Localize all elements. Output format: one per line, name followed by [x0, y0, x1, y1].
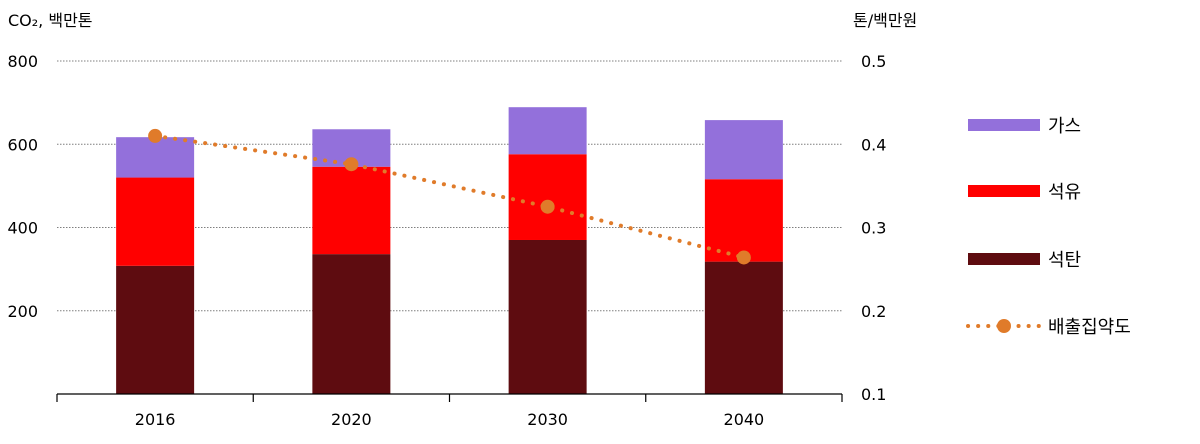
- y-left-tick-label: 800: [7, 52, 38, 71]
- bar-segment: [116, 177, 195, 266]
- legend-swatch: [968, 253, 1040, 265]
- legend-label: 석유: [1048, 182, 1081, 203]
- bar-segment: [508, 154, 587, 240]
- y-left-axis-label: CO₂, 백만톤: [8, 11, 93, 30]
- intensity-point: [540, 199, 555, 214]
- bar-segment: [704, 120, 783, 180]
- bar-segment: [508, 107, 587, 155]
- legend-swatch: [968, 119, 1040, 131]
- bar-segment: [704, 261, 783, 394]
- y-right-tick-label: 0.2: [861, 302, 886, 321]
- y-left-tick-label: 600: [7, 135, 38, 154]
- legend-swatch: [968, 185, 1040, 197]
- y-right-tick-label: 0.3: [861, 219, 886, 238]
- y-left-tick-label: 400: [7, 219, 38, 238]
- intensity-point: [736, 250, 751, 265]
- legend-label: 석탄: [1048, 250, 1081, 271]
- legend-line-marker: [997, 319, 1011, 333]
- x-tick-label: 2040: [724, 410, 765, 429]
- y-right-axis-label: 톤/백만원: [853, 11, 917, 30]
- intensity-line-path: [153, 133, 746, 260]
- bars: [116, 107, 783, 394]
- x-tick-label: 2030: [527, 410, 568, 429]
- bar-segment: [116, 265, 195, 394]
- intensity-point: [148, 128, 163, 143]
- axes: 200 400 600 800 0.1 0.2 0.3 0.4 0.5 CO₂, 백만톤 톤/백만원…: [7, 11, 917, 429]
- legend-label: 배출집약도: [1048, 317, 1131, 338]
- bar-segment: [508, 239, 587, 394]
- y-right-tick-label: 0.4: [861, 135, 886, 154]
- y-left-tick-label: 200: [7, 302, 38, 321]
- bar-segment: [704, 179, 783, 262]
- y-right-tick-label: 0.5: [861, 52, 886, 71]
- bar-segment: [312, 254, 391, 394]
- bar-segment: [312, 166, 391, 255]
- legend-label: 가스: [1048, 116, 1081, 137]
- x-tick-label: 2020: [331, 410, 372, 429]
- intensity-line: [148, 128, 751, 265]
- x-tick-label: 2016: [135, 410, 176, 429]
- y-right-tick-label: 0.1: [861, 385, 886, 404]
- intensity-point: [344, 157, 359, 172]
- bar-segment: [116, 137, 195, 178]
